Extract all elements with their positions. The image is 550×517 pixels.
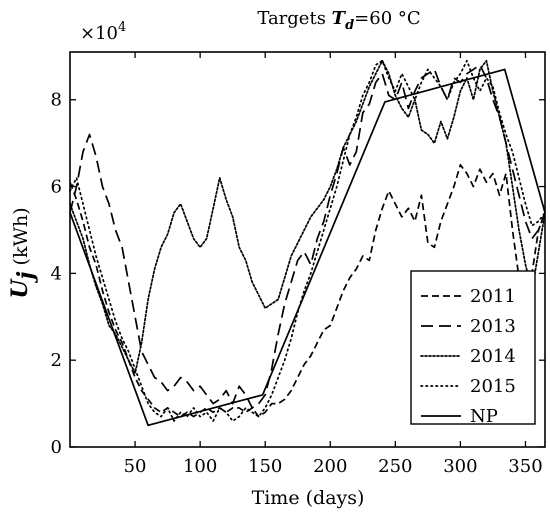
legend-label-2013: 2013: [470, 316, 516, 337]
y-multiplier-base: ×10: [80, 23, 118, 44]
x-tick-label: 100: [183, 456, 217, 477]
chart-title: Targets Td=60 °C: [257, 8, 420, 33]
series-line-np: [69, 68, 546, 427]
y-axis-label-symbol: U: [7, 278, 33, 299]
legend-label-2015: 2015: [470, 376, 516, 397]
chart-title-subscript: d: [345, 18, 354, 33]
legend-box: [410, 270, 536, 425]
y-tick-label: 4: [51, 263, 62, 284]
series-layer: [69, 59, 546, 427]
x-tick-label: 250: [378, 456, 412, 477]
y-tick-label: 2: [51, 350, 62, 371]
x-tick-label: 200: [313, 456, 347, 477]
y-tick-label: 6: [51, 177, 62, 198]
x-tick-label: 150: [248, 456, 282, 477]
plot-area: 50 100 150 200 250 300 350 0 2 4 6 8: [51, 51, 546, 477]
axes-frame: [69, 51, 546, 448]
x-tick-label: 350: [508, 456, 542, 477]
x-axis-label: Time (days): [252, 487, 365, 509]
chart-title-prefix: Targets: [257, 8, 331, 29]
chart-title-value: =60 °C: [354, 8, 420, 29]
series-line-2013: [69, 64, 546, 409]
chart-title-symbol: T: [332, 8, 347, 29]
y-multiplier-exponent: 4: [118, 20, 126, 35]
y-axis-label: Uj(kWh): [7, 207, 39, 298]
legend-label-np: NP: [470, 406, 498, 427]
legend: 2011 2013 2014 2015 NP: [410, 270, 536, 427]
x-tick-label: 50: [124, 456, 147, 477]
y-tick-label: 8: [51, 90, 62, 111]
series-line-2011: [69, 164, 546, 418]
y-tick-label: 0: [51, 437, 62, 458]
legend-label-2011: 2011: [470, 286, 516, 307]
series-line-2015: [69, 59, 546, 422]
legend-items: 2011 2013 2014 2015 NP: [420, 286, 516, 427]
y-axis-label-unit: (kWh): [10, 207, 32, 265]
legend-label-2014: 2014: [470, 346, 516, 367]
y-multiplier: ×104: [80, 20, 126, 44]
x-tick-label: 300: [443, 456, 477, 477]
ticks-layer: 50 100 150 200 250 300 350 0 2 4 6 8: [51, 52, 545, 477]
